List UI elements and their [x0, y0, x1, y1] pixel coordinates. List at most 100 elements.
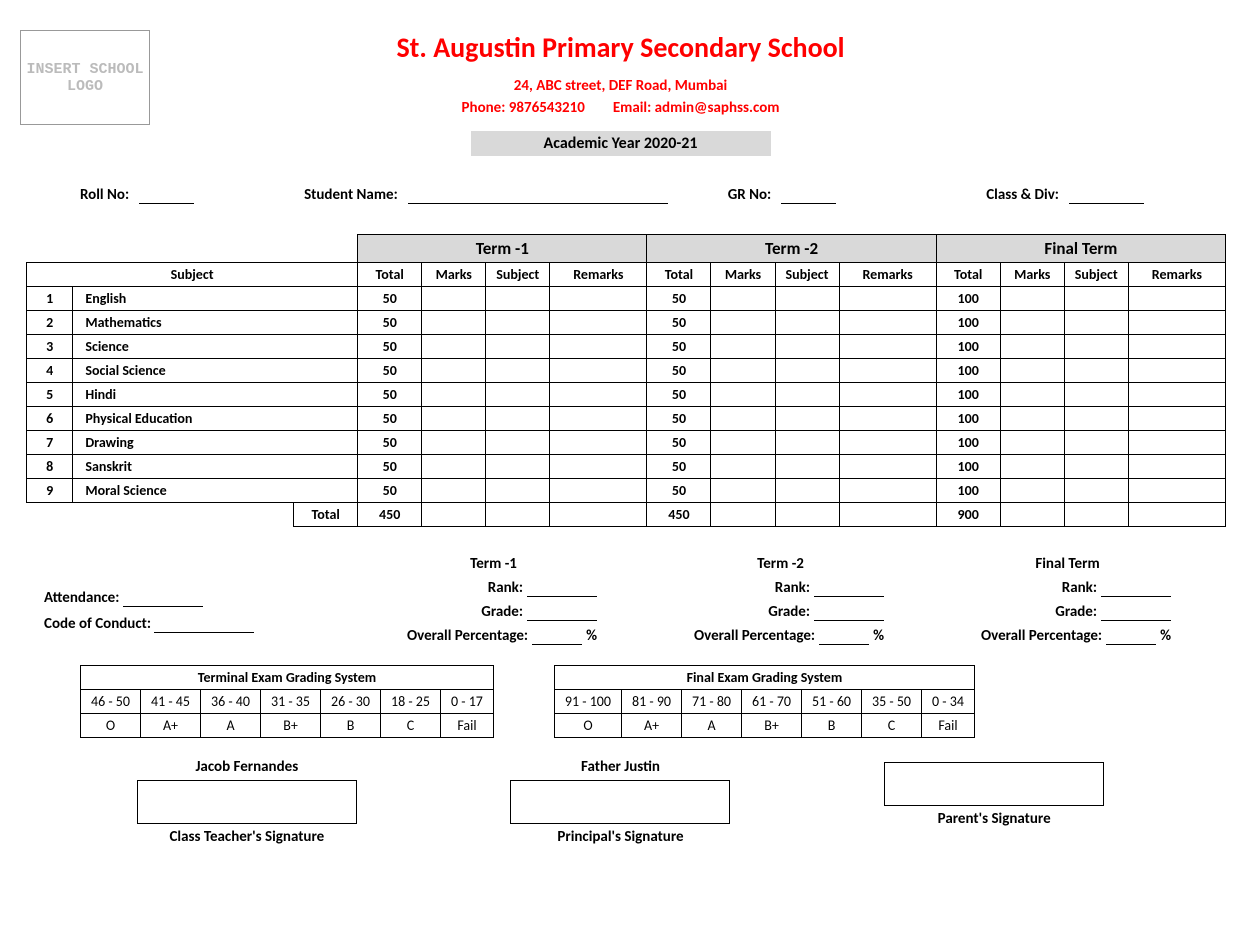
gr-value: [781, 186, 836, 204]
t1-total-hdr: Total: [358, 263, 422, 287]
f-pct-suffix: %: [1160, 627, 1171, 645]
grading-range: 26 - 30: [321, 690, 381, 714]
t1-total: 50: [358, 455, 422, 479]
row-subject: Science: [73, 335, 358, 359]
t2-remarks-hdr: Remarks: [839, 263, 936, 287]
f-total: 100: [936, 335, 1000, 359]
f-pct-label: Overall Percentage:: [981, 627, 1102, 645]
grading-grade: O: [554, 714, 621, 738]
f-marks-hdr: Marks: [1000, 263, 1064, 287]
t1-rank-value: [527, 579, 597, 597]
f-subject-hdr: Subject: [1064, 263, 1128, 287]
principal-sig-box: [510, 780, 730, 824]
t1-pct-label: Overall Percentage:: [407, 627, 528, 645]
t1-marks-hdr: Marks: [422, 263, 486, 287]
final-grading-table: Final Exam Grading System 91 - 10081 - 9…: [554, 665, 975, 738]
grading-range: 61 - 70: [742, 690, 802, 714]
t2-grade-value: [814, 603, 884, 621]
f-total: 100: [936, 455, 1000, 479]
t2-total: 50: [647, 287, 711, 311]
row-num: 8: [27, 455, 73, 479]
f-total: 100: [936, 359, 1000, 383]
teacher-label: Class Teacher's Signature: [137, 828, 357, 846]
grading-grade: C: [862, 714, 922, 738]
t2-total: 50: [647, 479, 711, 503]
parent-sig-box: [884, 762, 1104, 806]
t1-grade-value: [527, 603, 597, 621]
t1-pct-suffix: %: [586, 627, 597, 645]
t2-grade-label: Grade:: [768, 603, 810, 621]
t2-rank-value: [814, 579, 884, 597]
t2-total: 450: [647, 503, 711, 527]
t2-pct-value: [819, 627, 869, 645]
final-grading-title: Final Exam Grading System: [554, 666, 974, 690]
grading-section: Terminal Exam Grading System 46 - 5041 -…: [80, 665, 1161, 738]
t2-total: 50: [647, 455, 711, 479]
row-subject: Drawing: [73, 431, 358, 455]
grading-range: 71 - 80: [682, 690, 742, 714]
t2-rank-label: Rank:: [775, 579, 810, 597]
teacher-sig-box: [137, 780, 357, 824]
row-subject: Hindi: [73, 383, 358, 407]
t1-total: 450: [358, 503, 422, 527]
grading-range: 36 - 40: [201, 690, 261, 714]
t1-pct-value: [532, 627, 582, 645]
term2-header: Term -2: [647, 235, 936, 263]
grading-grade: C: [381, 714, 441, 738]
grading-range: 81 - 90: [622, 690, 682, 714]
summary-term1-title: Term -1: [350, 555, 637, 573]
row-num: 2: [27, 311, 73, 335]
principal-signature: Father Justin Principal's Signature: [510, 758, 730, 846]
summary-final: Final Term Rank: Grade: Overall Percenta…: [924, 555, 1211, 651]
table-row: 9Moral Science5050100: [27, 479, 1226, 503]
name-label: Student Name:: [304, 186, 398, 204]
class-label: Class & Div:: [986, 186, 1059, 204]
summary-term1: Term -1 Rank: Grade: Overall Percentage:…: [350, 555, 637, 651]
conduct-value: [154, 615, 254, 633]
principal-label: Principal's Signature: [510, 828, 730, 846]
t2-subject-hdr: Subject: [775, 263, 839, 287]
grading-range: 35 - 50: [862, 690, 922, 714]
table-row: 3Science5050100: [27, 335, 1226, 359]
table-row: 4Social Science5050100: [27, 359, 1226, 383]
t2-total: 50: [647, 335, 711, 359]
t2-total: 50: [647, 311, 711, 335]
class-value: [1069, 186, 1144, 204]
table-row: 5Hindi5050100: [27, 383, 1226, 407]
t1-total: 50: [358, 383, 422, 407]
grading-grade: B: [321, 714, 381, 738]
row-subject: English: [73, 287, 358, 311]
f-grade-value: [1101, 603, 1171, 621]
t2-pct-label: Overall Percentage:: [694, 627, 815, 645]
t2-total: 50: [647, 383, 711, 407]
f-remarks-hdr: Remarks: [1128, 263, 1225, 287]
f-total: 100: [936, 407, 1000, 431]
row-num: 5: [27, 383, 73, 407]
row-subject: Social Science: [73, 359, 358, 383]
teacher-signature: Jacob Fernandes Class Teacher's Signatur…: [137, 758, 357, 846]
parent-signature: Parent's Signature: [884, 758, 1104, 846]
student-info-row: Roll No: Student Name: GR No: Class & Di…: [80, 186, 1191, 204]
email: admin@saphss.com: [655, 99, 780, 117]
totals-row: Total 450 450 900: [27, 503, 1226, 527]
phone-label: Phone:: [462, 99, 506, 117]
t1-total: 50: [358, 311, 422, 335]
roll-value: [139, 186, 194, 204]
t1-total: 50: [358, 335, 422, 359]
teacher-name: Jacob Fernandes: [137, 758, 357, 776]
t2-total-hdr: Total: [647, 263, 711, 287]
grading-range: 46 - 50: [81, 690, 141, 714]
grading-range: 31 - 35: [261, 690, 321, 714]
name-value: [408, 186, 668, 204]
f-total: 100: [936, 431, 1000, 455]
principal-name: Father Justin: [510, 758, 730, 776]
final-header: Final Term: [936, 235, 1225, 263]
row-subject: Sanskrit: [73, 455, 358, 479]
grading-grade: A+: [141, 714, 201, 738]
t1-total: 50: [358, 287, 422, 311]
parent-label: Parent's Signature: [884, 810, 1104, 828]
term1-header: Term -1: [358, 235, 647, 263]
row-subject: Physical Education: [73, 407, 358, 431]
f-total: 100: [936, 287, 1000, 311]
grading-grade: A: [201, 714, 261, 738]
